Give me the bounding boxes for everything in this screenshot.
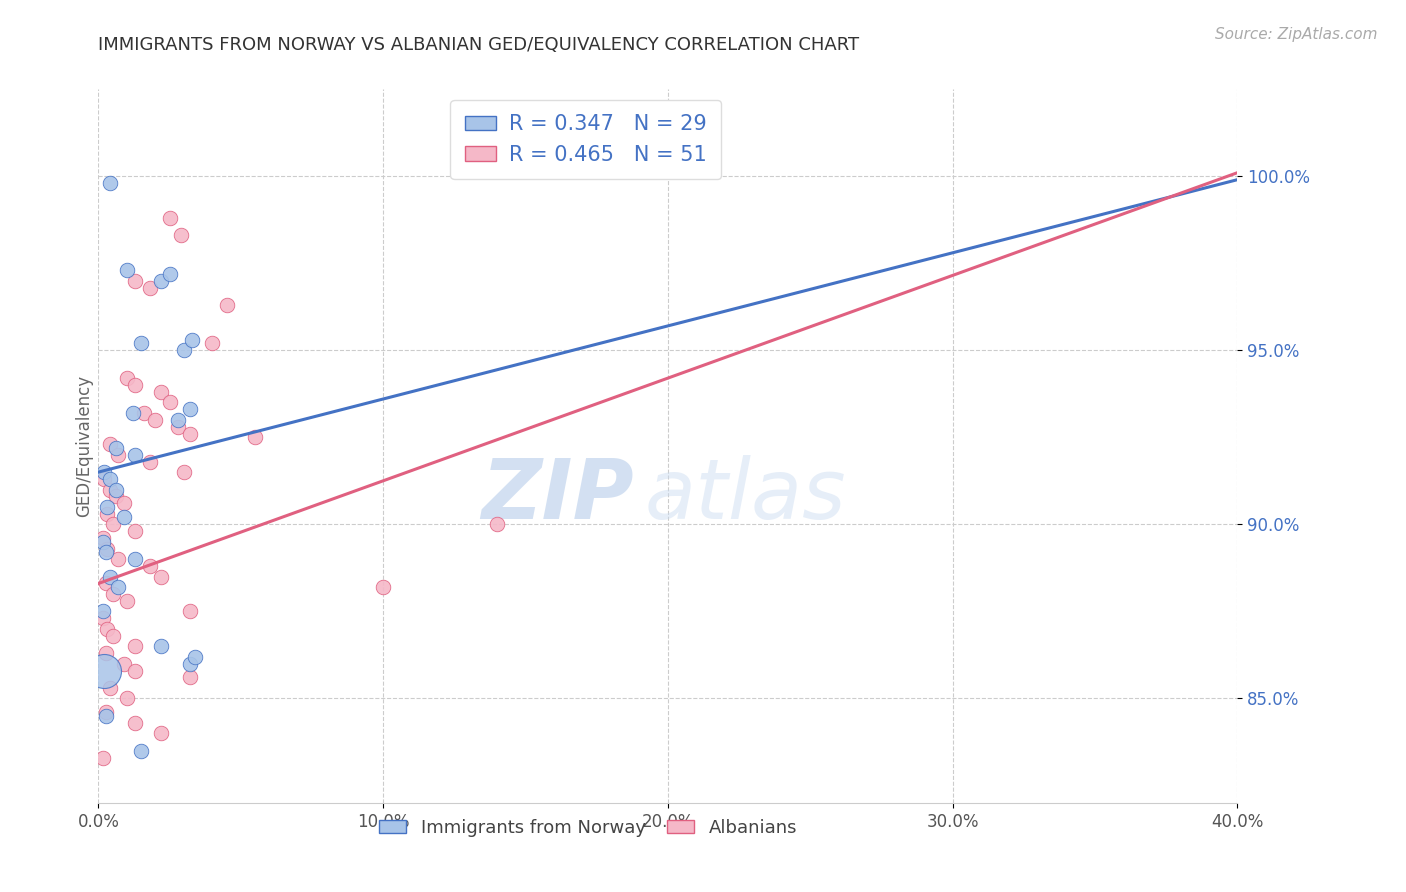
Point (215, 298, 238, 312)
Point (124, 715, 146, 730)
Point (101, 587, 124, 601)
Point (91, 534, 114, 549)
Point (124, 274, 146, 288)
Point (150, 639, 173, 653)
Point (170, 228, 193, 243)
Point (179, 671, 201, 685)
Point (96, 500, 118, 514)
Point (98, 176, 121, 190)
Point (138, 559, 160, 574)
Point (371, 580, 394, 594)
Point (96, 622, 118, 636)
Point (150, 726, 173, 740)
Point (112, 657, 135, 671)
Point (179, 402, 201, 417)
Point (107, 448, 129, 462)
Point (159, 211, 181, 225)
Point (173, 465, 195, 479)
Point (124, 639, 146, 653)
Point (112, 510, 135, 524)
Point (243, 430, 266, 444)
Point (101, 629, 124, 643)
Point (179, 657, 201, 671)
Point (124, 448, 146, 462)
Point (94, 576, 117, 591)
Point (98, 483, 121, 497)
Point (115, 263, 138, 277)
Point (96, 541, 118, 556)
Point (98, 437, 121, 451)
Point (150, 274, 173, 288)
Point (98, 472, 121, 486)
Point (104, 490, 127, 504)
Point (115, 371, 138, 385)
Point (101, 517, 124, 532)
Point (132, 406, 155, 420)
Point (98, 681, 121, 695)
Point (104, 441, 127, 455)
Point (138, 280, 160, 294)
Point (91, 611, 114, 625)
Point (184, 649, 207, 664)
Point (167, 413, 190, 427)
Point (96, 507, 118, 521)
Point (150, 385, 173, 400)
Point (159, 395, 181, 409)
Point (173, 343, 195, 358)
Point (93, 472, 115, 486)
Point (124, 552, 146, 566)
Point (124, 524, 146, 539)
Point (121, 406, 143, 420)
Point (181, 333, 204, 347)
Point (124, 664, 146, 678)
Point (112, 496, 135, 510)
Point (115, 691, 138, 706)
Point (115, 594, 138, 608)
Text: atlas: atlas (645, 456, 846, 536)
Point (93, 465, 115, 479)
Point (179, 604, 201, 618)
Point (486, 517, 509, 532)
Point (129, 336, 152, 351)
Legend: Immigrants from Norway, Albanians: Immigrants from Norway, Albanians (371, 812, 804, 844)
Point (104, 483, 127, 497)
Point (150, 569, 173, 583)
Text: IMMIGRANTS FROM NORWAY VS ALBANIAN GED/EQUIVALENCY CORRELATION CHART: IMMIGRANTS FROM NORWAY VS ALBANIAN GED/E… (98, 36, 859, 54)
Point (107, 580, 129, 594)
Point (94, 545, 117, 559)
Point (179, 426, 201, 441)
Point (167, 420, 190, 434)
Point (138, 455, 160, 469)
Point (201, 336, 224, 351)
Point (91, 531, 114, 545)
Point (107, 552, 129, 566)
Point (129, 743, 152, 757)
Point (124, 378, 146, 392)
Point (91, 750, 114, 764)
Text: ZIP: ZIP (481, 456, 634, 536)
Point (91, 604, 114, 618)
Point (98, 569, 121, 583)
Point (94, 706, 117, 720)
Y-axis label: GED/Equivalency: GED/Equivalency (75, 375, 93, 517)
Text: Source: ZipAtlas.com: Source: ZipAtlas.com (1215, 27, 1378, 42)
Point (93, 664, 115, 678)
Point (94, 708, 117, 723)
Point (145, 413, 167, 427)
Point (94, 646, 117, 660)
Point (159, 267, 181, 281)
